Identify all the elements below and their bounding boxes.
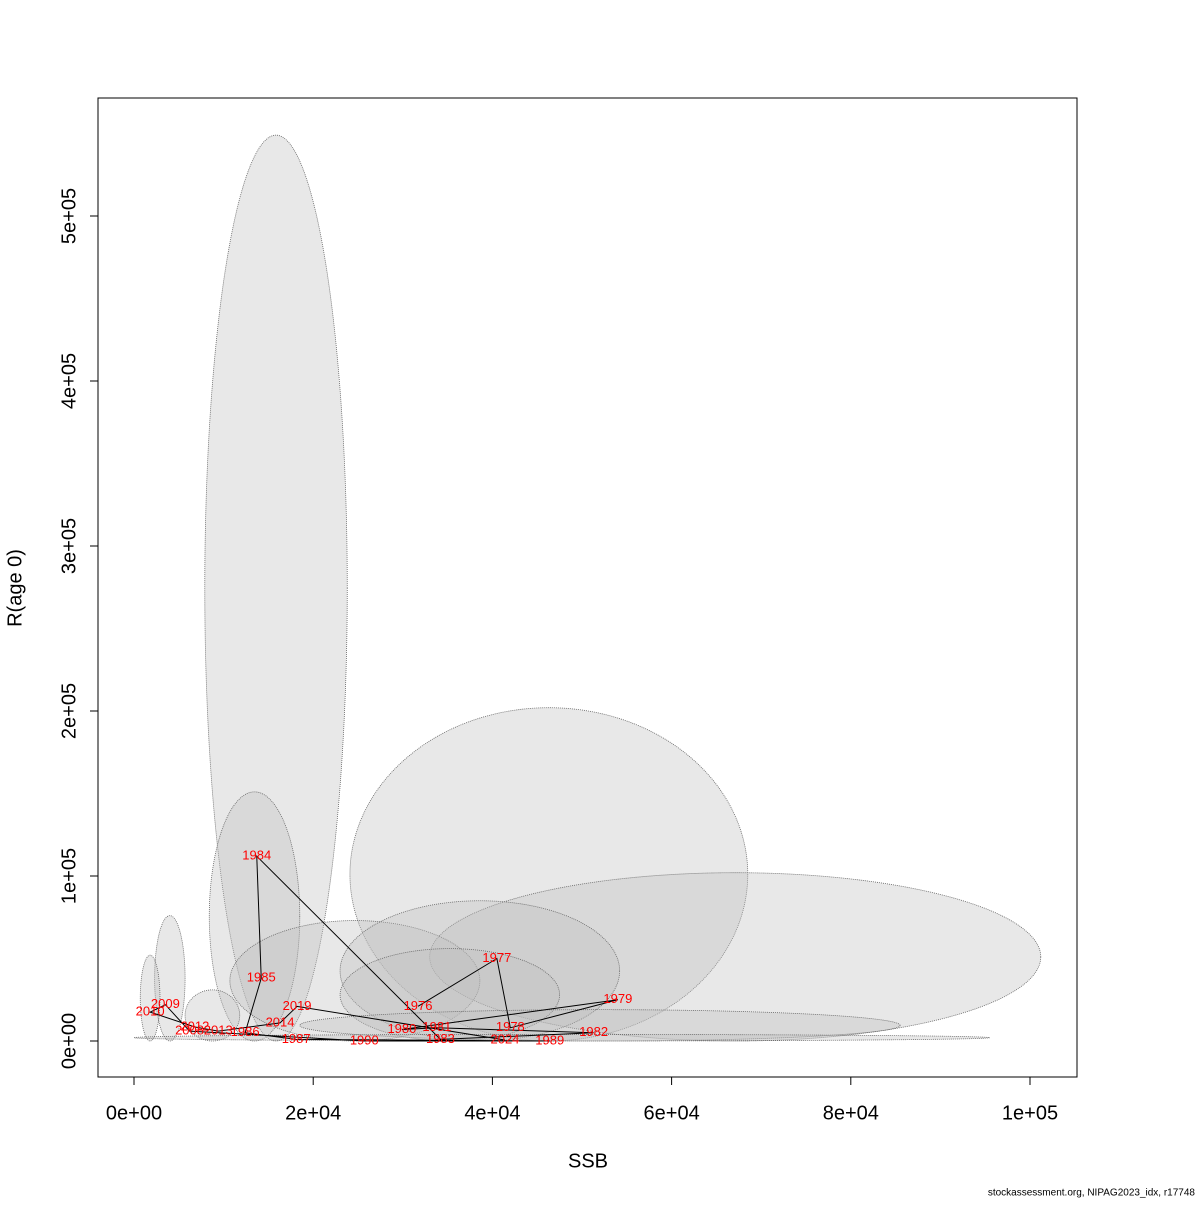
year-label: 1990 bbox=[350, 1032, 379, 1047]
x-tick-label: 4e+04 bbox=[464, 1102, 520, 1124]
trajectory-line bbox=[148, 854, 618, 1042]
year-label: 1986 bbox=[231, 1024, 260, 1039]
year-label: 2008 bbox=[175, 1023, 204, 1038]
year-label: 1977 bbox=[482, 950, 511, 965]
confidence-region bbox=[339, 900, 621, 1042]
y-tick-label: 3e+05 bbox=[58, 518, 80, 574]
y-tick-label: 4e+05 bbox=[58, 353, 80, 409]
x-tick-label: 0e+00 bbox=[106, 1102, 162, 1124]
confidence-region bbox=[208, 791, 301, 1042]
y-axis-title: R(age 0) bbox=[4, 549, 26, 627]
footer: stockassessment.org, NIPAG2023_idx, r177… bbox=[988, 1188, 1196, 1199]
x-tick-label: 1e+05 bbox=[1002, 1102, 1058, 1124]
x-tick-label: 6e+04 bbox=[644, 1102, 700, 1124]
year-label: 1979 bbox=[603, 991, 632, 1006]
confidence-region bbox=[299, 1009, 901, 1042]
year-label: 1980 bbox=[387, 1021, 416, 1036]
year-label: 1989 bbox=[535, 1032, 564, 1047]
y-tick-label: 0e+00 bbox=[58, 1013, 80, 1069]
year-label: 1981 bbox=[422, 1019, 451, 1034]
confidence-region bbox=[184, 989, 241, 1042]
year-label: 2014 bbox=[266, 1014, 295, 1029]
y-tick-label: 5e+05 bbox=[58, 188, 80, 244]
confidence-region bbox=[339, 948, 561, 1042]
confidence-region bbox=[204, 134, 348, 1042]
year-label: 2024 bbox=[490, 1031, 519, 1046]
year-label: 1978 bbox=[496, 1019, 525, 1034]
confidence-region bbox=[154, 915, 186, 1042]
year-label: 1984 bbox=[242, 848, 271, 863]
year-label: 2013 bbox=[204, 1023, 233, 1038]
confidence-region bbox=[139, 954, 161, 1042]
confidence-region bbox=[349, 707, 749, 1042]
confidence-region bbox=[429, 872, 1042, 1042]
x-axis-title: SSB bbox=[568, 1150, 608, 1172]
year-label: 2019 bbox=[283, 998, 312, 1013]
year-label: 1982 bbox=[579, 1024, 608, 1039]
year-label: 1985 bbox=[247, 970, 276, 985]
plot-box bbox=[97, 97, 1078, 1078]
year-label: 1983 bbox=[426, 1031, 455, 1046]
x-tick-label: 2e+04 bbox=[285, 1102, 341, 1124]
x-tick-label: 8e+04 bbox=[823, 1102, 879, 1124]
year-label: 1976 bbox=[404, 998, 433, 1013]
year-label: 2012 bbox=[180, 1018, 209, 1033]
y-tick-label: 1e+05 bbox=[58, 848, 80, 904]
year-label: 2009 bbox=[151, 996, 180, 1011]
y-tick-label: 2e+05 bbox=[58, 683, 80, 739]
year-label: 2010 bbox=[136, 1004, 165, 1019]
year-label: 1987 bbox=[282, 1031, 311, 1046]
